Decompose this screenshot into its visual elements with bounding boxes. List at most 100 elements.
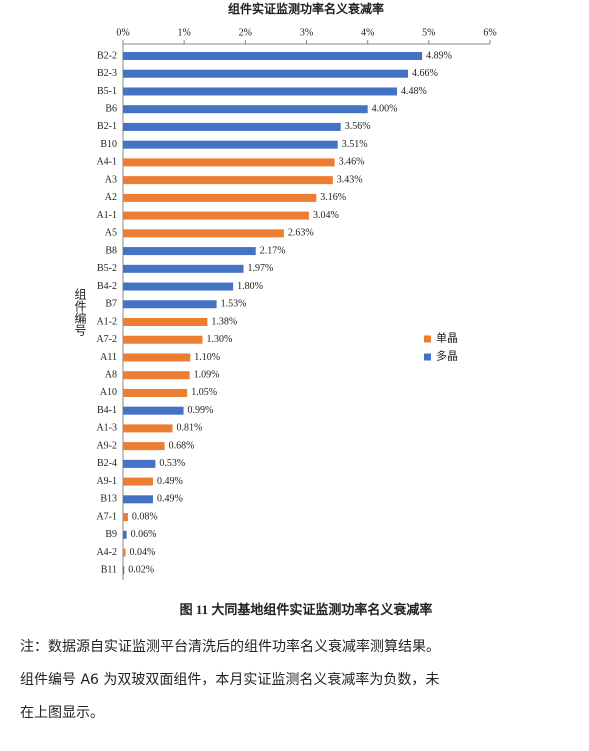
legend-swatch: [424, 353, 431, 361]
y-tick-label: B7: [105, 299, 117, 310]
y-tick-label: B9: [105, 529, 117, 540]
chart: 组件实证监测功率名义衰减率 图 11 大同基地组件实证监测功率名义衰减率 0% 1…: [73, 1, 497, 617]
bar: [123, 406, 184, 415]
value-label: 0.81%: [177, 423, 203, 434]
value-label: 0.53%: [159, 458, 185, 469]
y-tick-label: B2-2: [97, 50, 117, 61]
bar: [123, 87, 398, 96]
value-label: 0.99%: [188, 405, 214, 416]
bar: [123, 459, 156, 468]
bar: [123, 495, 153, 504]
x-tick-label: 0%: [116, 27, 129, 38]
value-label: 1.53%: [221, 299, 247, 310]
legend-label: 单晶: [436, 332, 458, 345]
value-label: 1.80%: [237, 281, 263, 292]
value-label: 0.68%: [169, 440, 195, 451]
bar: [123, 264, 244, 273]
value-label: 3.56%: [345, 121, 371, 132]
bar: [123, 211, 309, 220]
value-label: 2.17%: [260, 245, 286, 256]
value-label: 0.49%: [157, 476, 183, 487]
x-tick-label: 1%: [177, 27, 190, 38]
chart-title: 组件实证监测功率名义衰减率: [228, 1, 384, 16]
caption: 图 11 大同基地组件实证监测功率名义衰减率: [180, 602, 433, 617]
y-tick-label: B10: [100, 139, 117, 150]
value-label: 4.00%: [372, 103, 398, 114]
bar: [123, 69, 409, 78]
y-tick-label: A8: [105, 369, 117, 380]
y-tick-label: B4-2: [97, 281, 117, 292]
bar: [123, 353, 191, 362]
y-tick-label: A3: [105, 174, 117, 185]
value-label: 1.38%: [211, 316, 237, 327]
bar: [123, 176, 333, 185]
value-label: 3.16%: [320, 192, 346, 203]
bar: [123, 105, 368, 114]
bar: [123, 477, 153, 486]
bar: [123, 335, 203, 344]
y-tick-label: A7-2: [96, 334, 117, 345]
value-label: 4.48%: [401, 86, 427, 97]
bar: [123, 548, 126, 557]
y-tick-label: A7-1: [96, 511, 117, 522]
y-tick-label: A5: [105, 228, 117, 239]
y-tick-label: A9-1: [96, 476, 117, 487]
bar: [123, 442, 165, 451]
bar: [123, 424, 173, 433]
value-label: 3.46%: [339, 157, 365, 168]
note: 在上图显示。: [20, 705, 104, 721]
bar: [123, 300, 217, 309]
note: 组件编号 A6 为双玻双面组件，本月实证监测名义衰减率为负数，未: [20, 672, 440, 688]
value-label: 3.43%: [337, 174, 363, 185]
legend-swatch: [424, 335, 431, 343]
value-label: 0.04%: [129, 547, 155, 558]
x-tick-label: 2%: [239, 27, 252, 38]
x-tick-label: 4%: [361, 27, 374, 38]
y-tick-label: B11: [101, 565, 117, 576]
y-tick-label: B5-2: [97, 263, 117, 274]
bar: [123, 388, 188, 397]
value-label: 0.02%: [128, 565, 154, 576]
y-tick-label: A10: [100, 387, 117, 398]
bar: [123, 247, 256, 256]
y-tick-label: B5-1: [97, 86, 117, 97]
y-tick-label: A4-1: [96, 157, 117, 168]
value-label: 3.04%: [313, 210, 339, 221]
y-tick-label: B2-3: [97, 68, 117, 79]
bar: [123, 530, 127, 539]
bar: [123, 371, 190, 380]
value-label: 1.09%: [194, 369, 220, 380]
value-label: 4.66%: [412, 68, 438, 79]
bar: [123, 318, 208, 326]
bar: [123, 52, 423, 60]
bar: [123, 140, 338, 149]
bar: [123, 513, 128, 522]
y-tick-label: A11: [100, 352, 117, 363]
value-label: 1.30%: [207, 334, 233, 345]
y-tick-label: B13: [100, 494, 117, 505]
value-label: 0.49%: [157, 494, 183, 505]
y-tick-label: B6: [105, 103, 117, 114]
y-tick-label: A1-2: [96, 316, 117, 327]
y-tick-label: A1-1: [96, 210, 117, 221]
y-axis-label: 组件编号: [73, 288, 87, 336]
bar: [123, 229, 284, 238]
x-tick-label: 3%: [300, 27, 313, 38]
y-tick-label: A2: [105, 192, 117, 203]
note: 注：数据源自实证监测平台清洗后的组件功率名义衰减率测算结果。: [20, 639, 440, 655]
y-tick-label: B2-1: [97, 121, 117, 132]
value-label: 1.05%: [191, 387, 217, 398]
value-label: 1.97%: [247, 263, 273, 274]
bar: [123, 158, 335, 167]
y-tick-label: B2-4: [97, 458, 117, 469]
legend-label: 多晶: [436, 349, 458, 363]
y-tick-label: A4-2: [96, 547, 117, 558]
value-label: 0.08%: [132, 511, 158, 522]
bar: [123, 566, 125, 575]
bar: [123, 122, 341, 131]
value-label: 4.89%: [426, 50, 452, 61]
y-tick-label: B8: [105, 245, 117, 256]
x-tick-label: 6%: [483, 27, 496, 38]
bar: [123, 282, 234, 291]
